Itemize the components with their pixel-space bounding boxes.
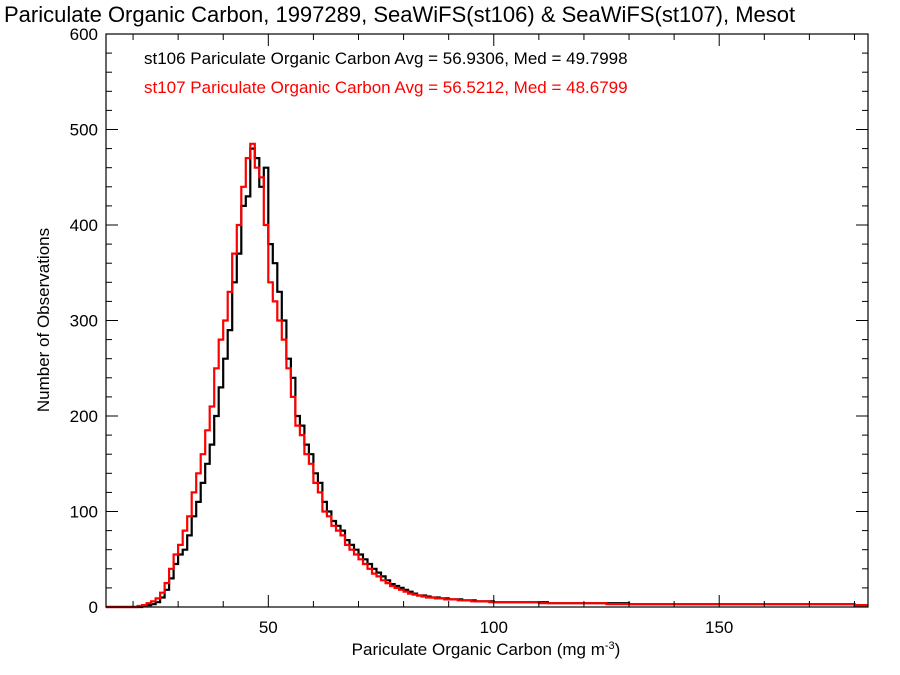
- x-tick-label-50: 50: [259, 618, 278, 637]
- x-tick-label-100: 100: [480, 618, 508, 637]
- x-axis-label: Pariculate Organic Carbon (mg m-3): [352, 640, 621, 659]
- legend-entry-st107: st107 Pariculate Organic Carbon Avg = 56…: [144, 78, 628, 97]
- y-tick-label-400: 400: [70, 216, 98, 235]
- plot-frame: [105, 33, 869, 608]
- y-tick-label-100: 100: [70, 503, 98, 522]
- y-tick-label-300: 300: [70, 312, 98, 331]
- chart-title: Pariculate Organic Carbon, 1997289, SeaW…: [4, 2, 795, 27]
- y-tick-label-0: 0: [89, 598, 98, 617]
- x-tick-label-150: 150: [705, 618, 733, 637]
- y-tick-label-600: 600: [70, 25, 98, 44]
- y-axis-label: Number of Observations: [34, 228, 53, 412]
- legend-entry-st106: st106 Pariculate Organic Carbon Avg = 56…: [144, 49, 628, 68]
- y-tick-label-500: 500: [70, 121, 98, 140]
- series-layer: [106, 142, 868, 609]
- series-st107: [106, 142, 868, 609]
- series-st106: [106, 147, 868, 609]
- y-tick-label-200: 200: [70, 407, 98, 426]
- x-axis-label-exponent: -3: [605, 640, 615, 652]
- axis-ticks: 50 100 150 0 100 200 300 400 500 600: [70, 25, 868, 637]
